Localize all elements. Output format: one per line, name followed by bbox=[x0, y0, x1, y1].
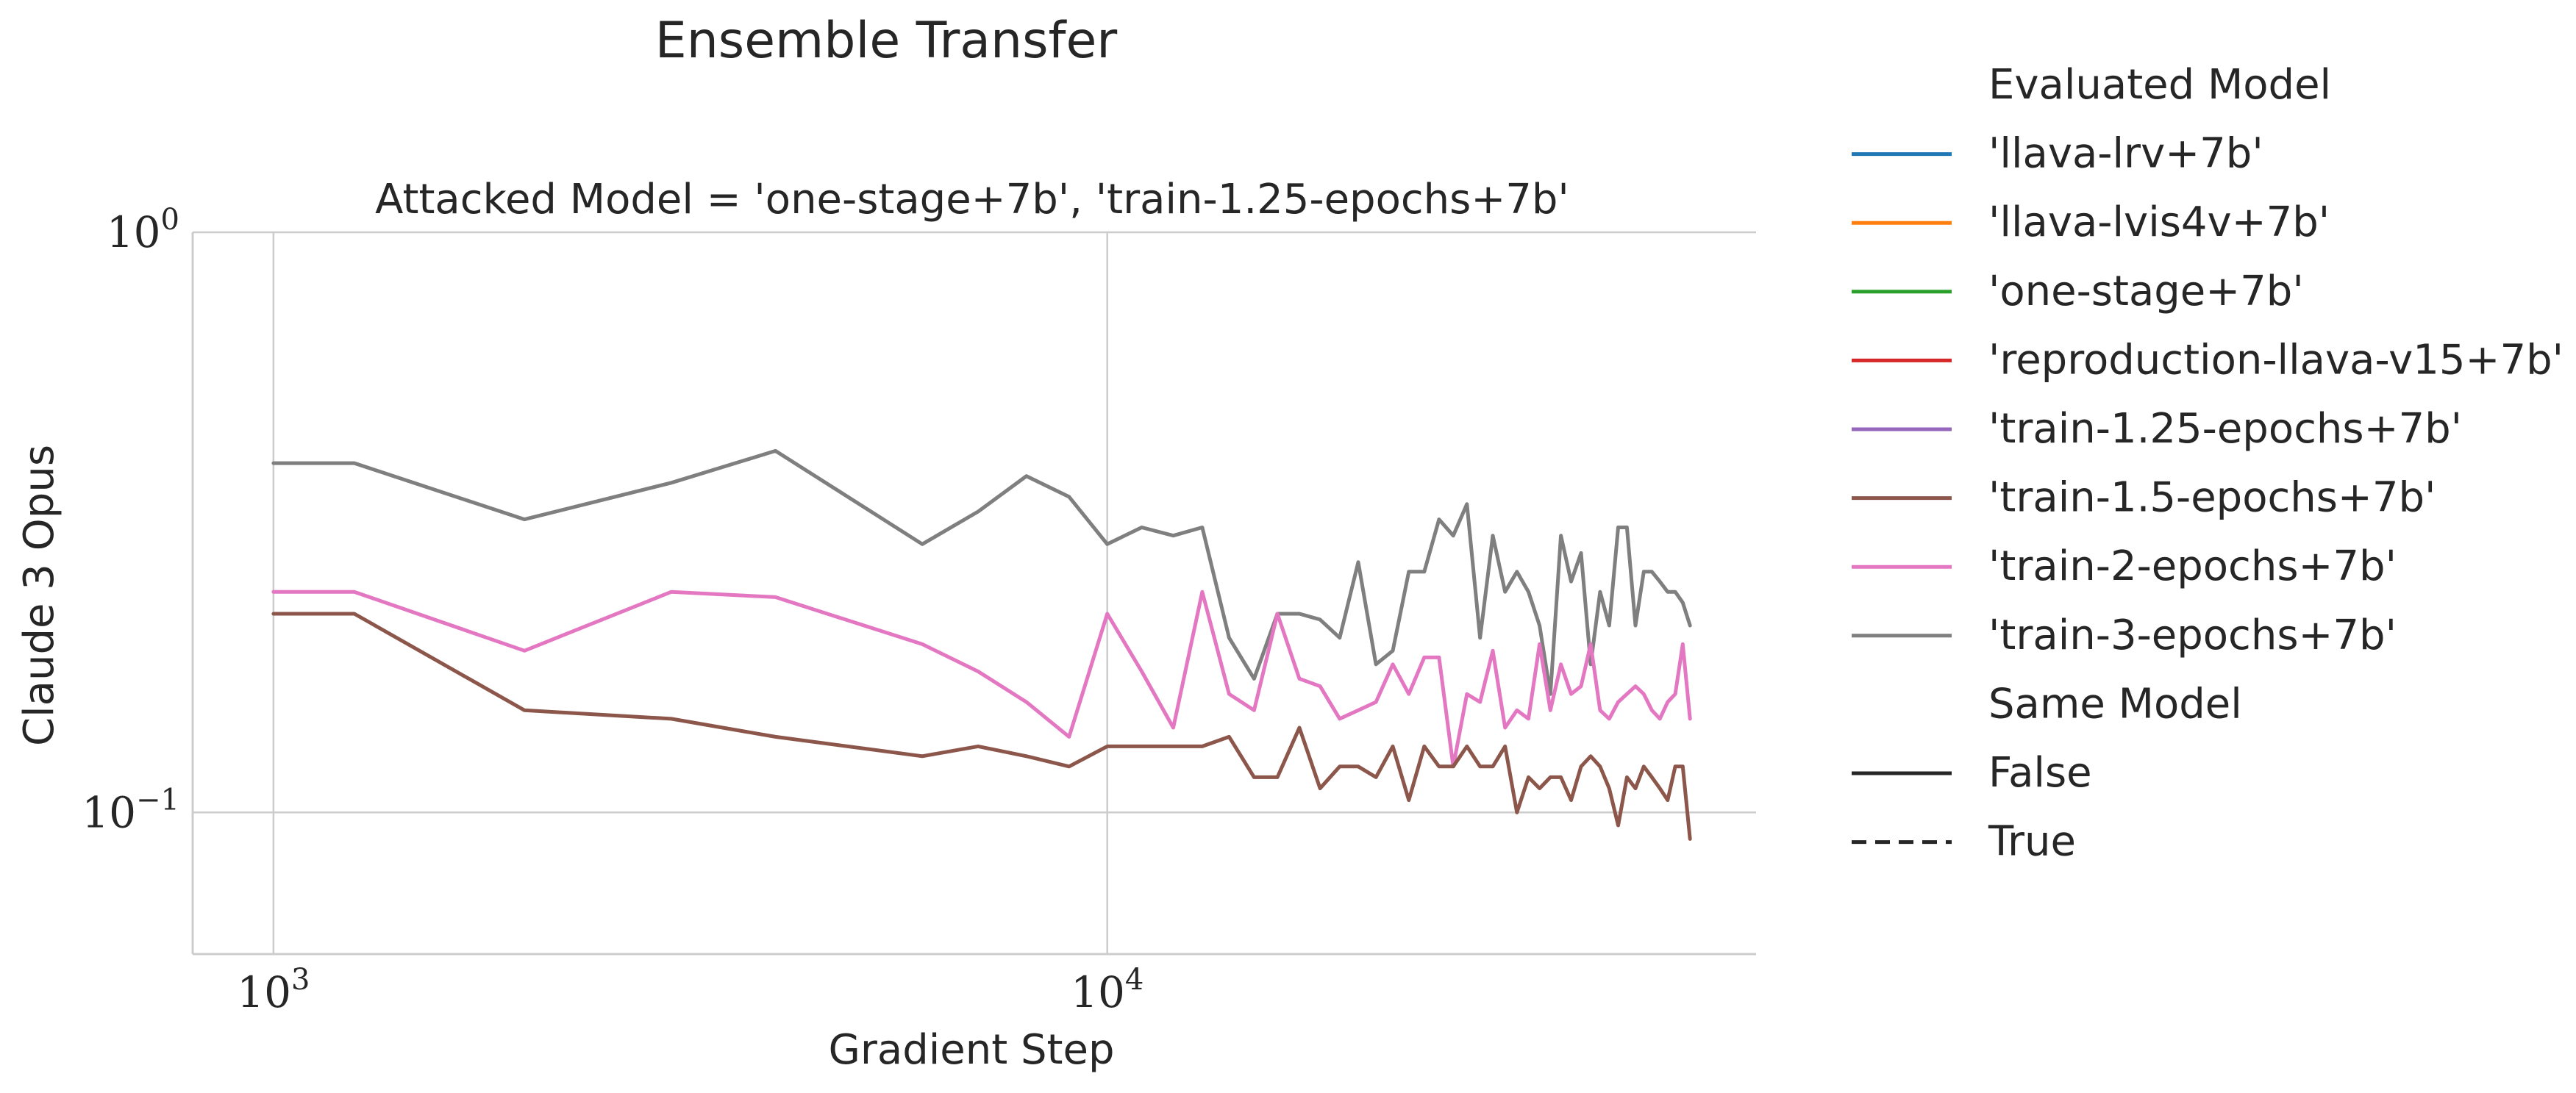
legend-entry-label: 'one-stage+7b' bbox=[1988, 268, 2304, 315]
series-lines bbox=[271, 448, 1692, 841]
y-axis-label: Claude 3 Opus bbox=[15, 445, 63, 746]
legend-style-title: Same Model bbox=[1988, 680, 2242, 728]
legend-entry-label: 'train-1.5-epochs+7b' bbox=[1988, 474, 2436, 522]
x-tick-label: 103 bbox=[237, 963, 310, 1017]
series-line bbox=[271, 612, 1692, 841]
legend-title: Evaluated Model bbox=[1988, 61, 2331, 109]
legend-entry-label: 'train-1.25-epochs+7b' bbox=[1988, 405, 2462, 453]
chart-title: Ensemble Transfer bbox=[655, 12, 1118, 70]
legend-style-label: False bbox=[1988, 749, 2092, 797]
chart-subtitle: Attacked Model = 'one-stage+7b', 'train-… bbox=[375, 176, 1569, 223]
legend-entry-label: 'llava-lvis4v+7b' bbox=[1988, 198, 2330, 246]
y-tick-label: 10−1 bbox=[82, 783, 179, 837]
tick-labels: 103 104 10−1 100 bbox=[82, 203, 1143, 1017]
x-axis-label: Gradient Step bbox=[828, 1026, 1114, 1074]
axes bbox=[191, 232, 1756, 956]
grid-lines bbox=[193, 231, 1756, 954]
legend-entry-label: 'train-2-epochs+7b' bbox=[1988, 542, 2397, 590]
series-line bbox=[271, 448, 1692, 696]
legend-style-label: True bbox=[1988, 818, 2076, 866]
x-tick-label: 104 bbox=[1071, 963, 1143, 1017]
legend-entry-label: 'reproduction-llava-v15+7b' bbox=[1988, 336, 2563, 384]
legend: Evaluated Model 'llava-lrv+7b' 'llava-lvis… bbox=[1852, 61, 2563, 866]
legend-entry-label: 'llava-lrv+7b' bbox=[1988, 130, 2263, 178]
legend-entry-label: 'train-3-epochs+7b' bbox=[1988, 612, 2397, 659]
y-tick-label: 100 bbox=[107, 203, 179, 257]
series-line bbox=[271, 589, 1692, 769]
